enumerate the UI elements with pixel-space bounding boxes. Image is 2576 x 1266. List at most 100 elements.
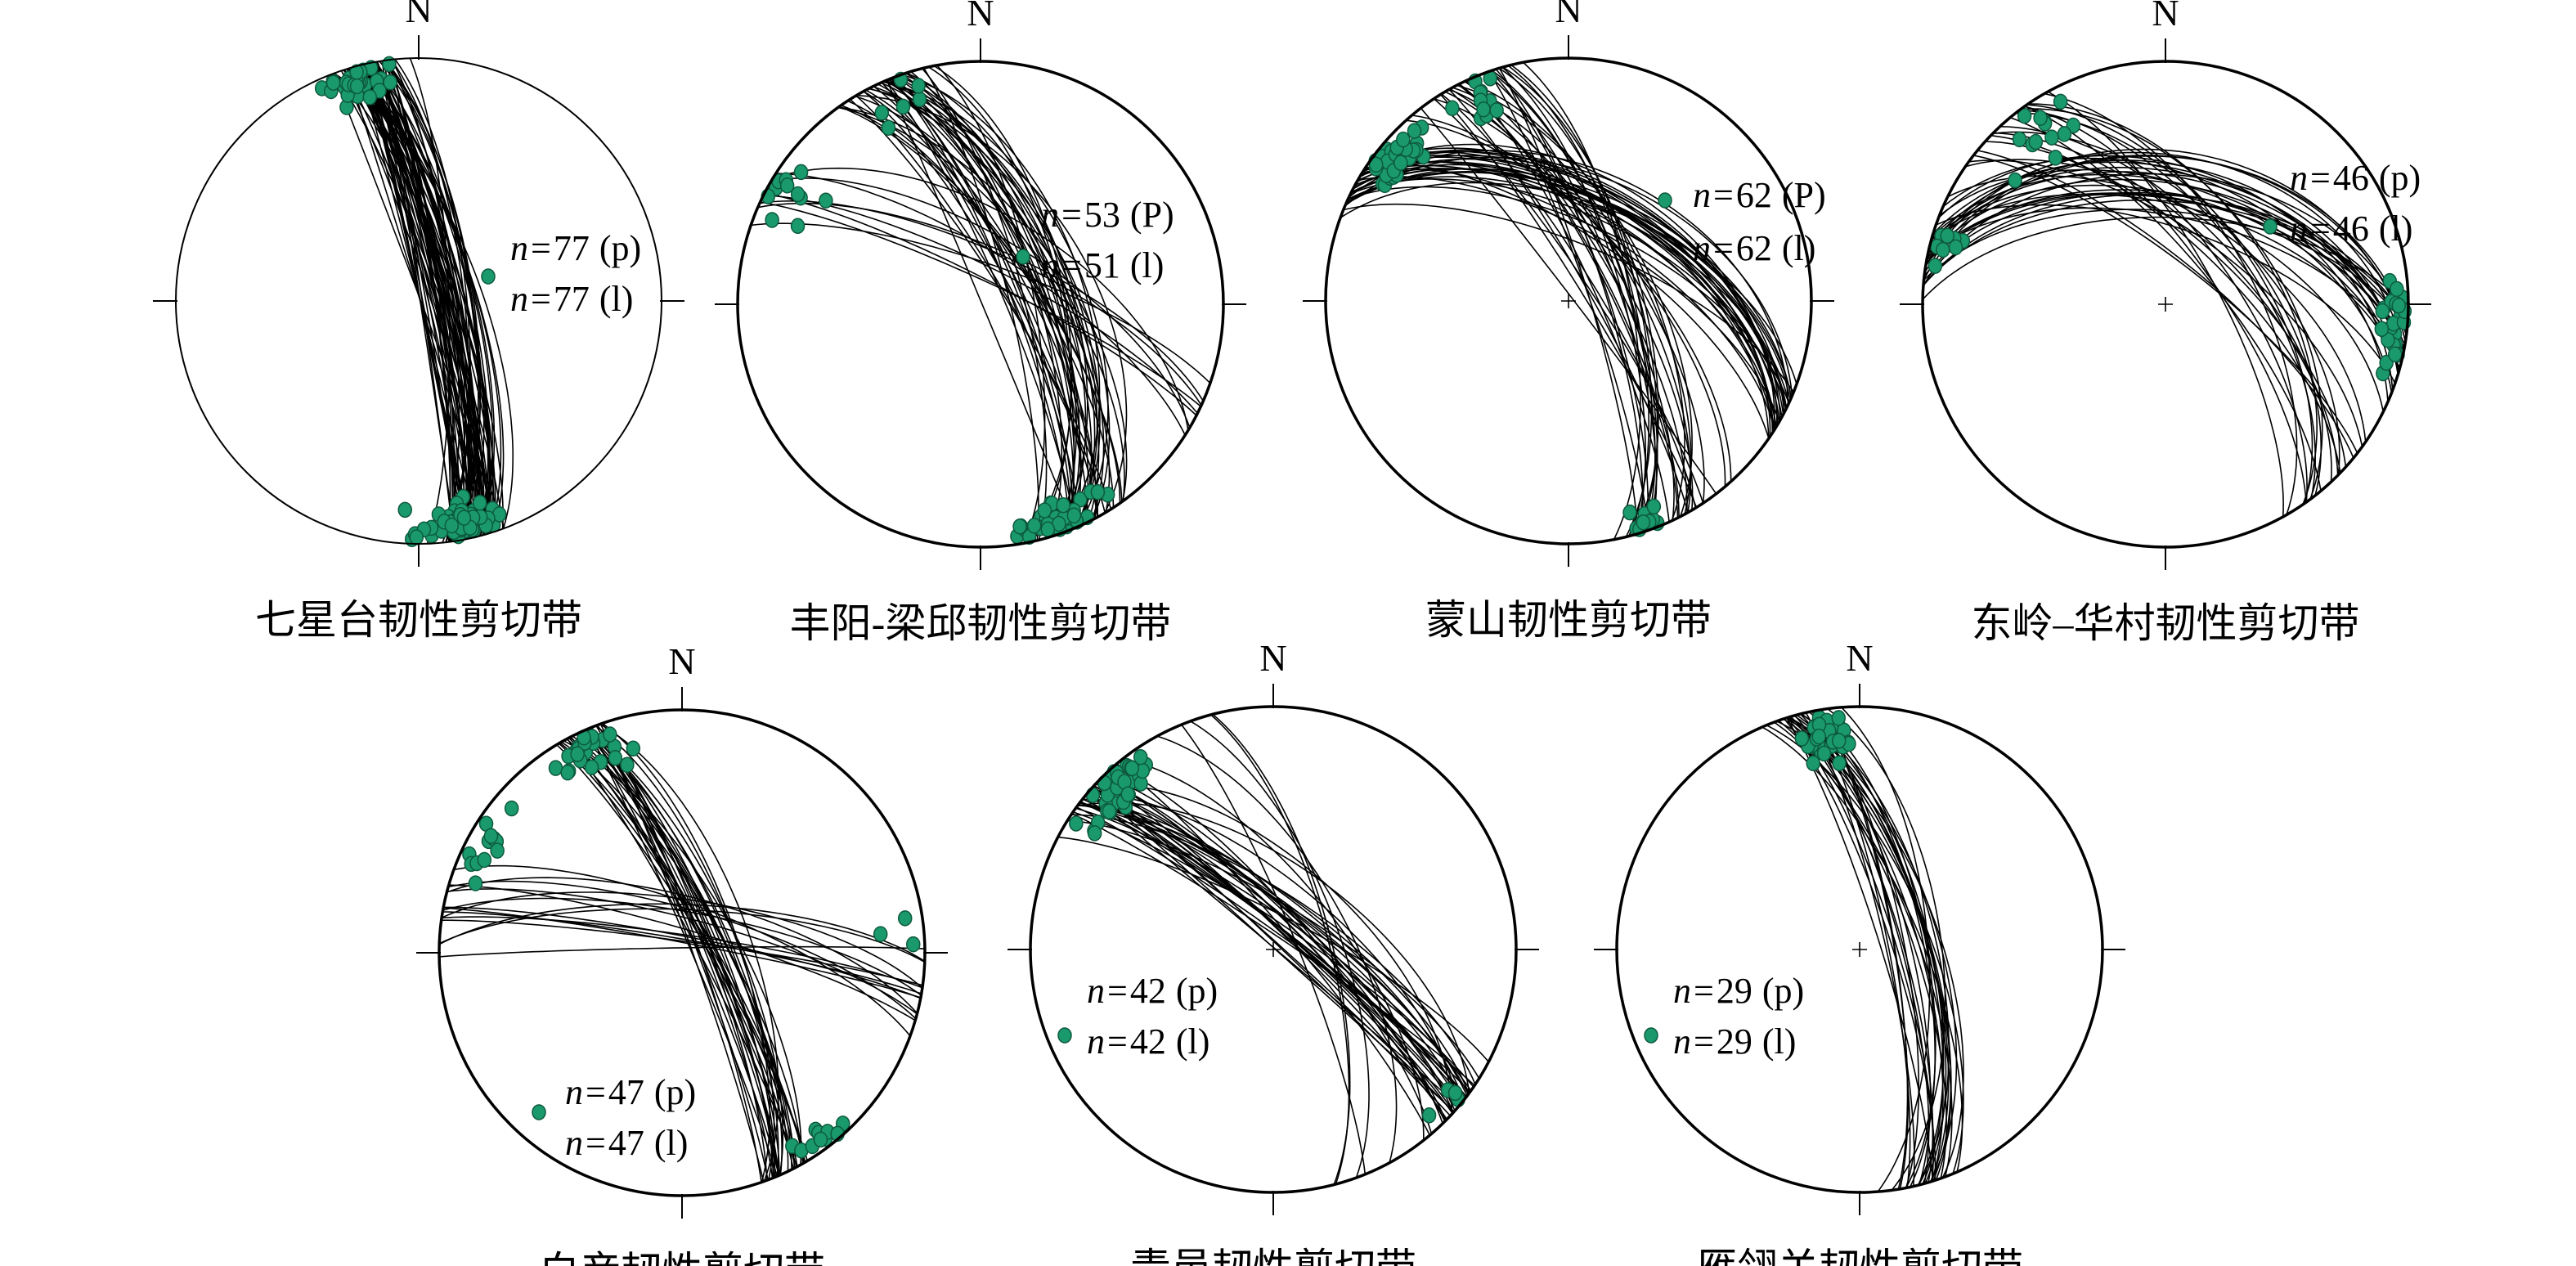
lineation-point (2012, 131, 2027, 148)
lineation-point (1069, 815, 1084, 832)
plane-great-circle (599, 723, 765, 1182)
plane-great-circle (1999, 126, 2332, 483)
count-tag: (p) (654, 1072, 696, 1112)
lineation-point (1811, 728, 1827, 745)
count-tag: (l) (1130, 245, 1165, 285)
lineation-point (1037, 502, 1052, 519)
legend-point (2263, 218, 2278, 235)
lineation-point (2028, 133, 2044, 150)
count-tag: (p) (1762, 971, 1804, 1011)
plane-great-circle (1077, 801, 1470, 1093)
plane-great-circle (1091, 788, 1456, 1111)
equals-sign: = (586, 1123, 606, 1163)
lineation-point (1407, 123, 1422, 139)
legend-point (1057, 1027, 1072, 1044)
shear-zone-title: 丰阳-梁邱韧性剪切带 (790, 600, 1172, 646)
lineation-point (793, 164, 809, 181)
lineation-points (462, 726, 921, 1159)
plane-count-label: n = 53 (P) (1041, 195, 1174, 235)
lineation-point (504, 800, 519, 817)
plane-great-circle (1358, 176, 1780, 422)
lineation-points (1928, 93, 2412, 382)
lineation-point (1928, 258, 1943, 274)
n-symbol: n (1693, 228, 1711, 268)
plane-great-circle (559, 742, 805, 1163)
lineation-point (897, 910, 913, 927)
equals-sign: = (586, 1072, 606, 1112)
plane-great-circle (1794, 715, 1930, 1184)
plane-great-circle (837, 106, 1125, 501)
plane-great-circle (757, 202, 1205, 402)
great-circles (439, 722, 925, 1183)
lineation-point (548, 760, 563, 776)
plane-great-circle (886, 79, 1075, 529)
lineation-point (1396, 131, 1411, 148)
plane-great-circle (1968, 159, 2363, 447)
lineation-point (1794, 730, 1810, 747)
plane-great-circle (887, 79, 1082, 529)
plane-great-circle (921, 68, 1048, 541)
plane-great-circle (855, 95, 1111, 513)
lineation-point (1102, 803, 1117, 819)
plane-great-circle (1078, 804, 1470, 1095)
plane-great-circle (1931, 193, 2401, 369)
lineation-point (1133, 748, 1148, 765)
plane-great-circle (1434, 98, 1705, 504)
lineation-point (895, 98, 911, 115)
equals-sign: = (1107, 971, 1128, 1011)
plane-great-circle (332, 73, 505, 529)
lineation-point (468, 875, 483, 891)
stereonet-7: Nn=29(p)n=29(l)雁翎关韧性剪切带 (1594, 637, 2125, 1266)
plane-great-circle (1156, 735, 1398, 1164)
plane-great-circle (586, 729, 779, 1177)
plane-great-circle (1773, 721, 1953, 1178)
primitive-circle (1921, 60, 2410, 549)
lineation-point (1368, 156, 1384, 173)
great-circles (1761, 707, 1964, 1192)
count-value: 62 (1736, 228, 1772, 268)
lineation-points (1069, 748, 1465, 1124)
great-circles (1057, 713, 1489, 1185)
lineation-point (1831, 733, 1847, 749)
great-circles (1923, 91, 2408, 517)
lineation-point (1056, 496, 1070, 514)
plane-great-circle (441, 919, 923, 986)
plane-great-circle (1095, 783, 1452, 1116)
line-count-label: n = 29 (l) (1673, 1021, 1796, 1062)
plane-great-circle (936, 65, 1046, 544)
plane-great-circle (1057, 836, 1489, 1062)
plane-great-circle (1362, 156, 1775, 431)
lineation-point (1087, 825, 1102, 842)
plane-great-circle (764, 192, 1197, 416)
lineation-point (1421, 1107, 1437, 1124)
plane-great-circle (895, 76, 1075, 532)
plane-great-circle (439, 903, 925, 962)
plane-count-label: n = 77 (p) (510, 228, 641, 268)
plane-great-circle (1084, 796, 1463, 1103)
lineation-points (1368, 70, 1665, 537)
plane-great-circle (353, 66, 485, 536)
lineation-point (2375, 303, 2390, 320)
plane-great-circle (2024, 106, 2308, 502)
shear-zone-title: 青邑韧性剪切带 (1130, 1246, 1416, 1266)
plane-great-circle (1923, 193, 2408, 324)
count-value: 53 (1084, 195, 1120, 235)
lineation-point (626, 740, 641, 756)
plane-great-circle (556, 744, 809, 1161)
equals-sign: = (1694, 971, 1714, 1011)
lineation-point (2387, 346, 2403, 363)
plane-great-circle (1452, 87, 1692, 515)
plane-great-circle (1818, 709, 1909, 1190)
plane-great-circle (760, 201, 1201, 407)
equals-sign: = (1061, 245, 1082, 285)
lineation-point (362, 89, 378, 106)
plane-great-circle (1465, 80, 1685, 522)
plane-great-circle (443, 907, 922, 999)
lineation-point (911, 78, 926, 94)
plane-great-circle (901, 74, 1101, 535)
legend-point (1644, 1027, 1658, 1044)
count-value: 47 (608, 1072, 644, 1112)
stereonet-6: Nn=42(p)n=42(l)青邑韧性剪切带 (1008, 637, 1539, 1266)
count-value: 77 (554, 228, 590, 268)
center-mark (1266, 942, 1281, 957)
